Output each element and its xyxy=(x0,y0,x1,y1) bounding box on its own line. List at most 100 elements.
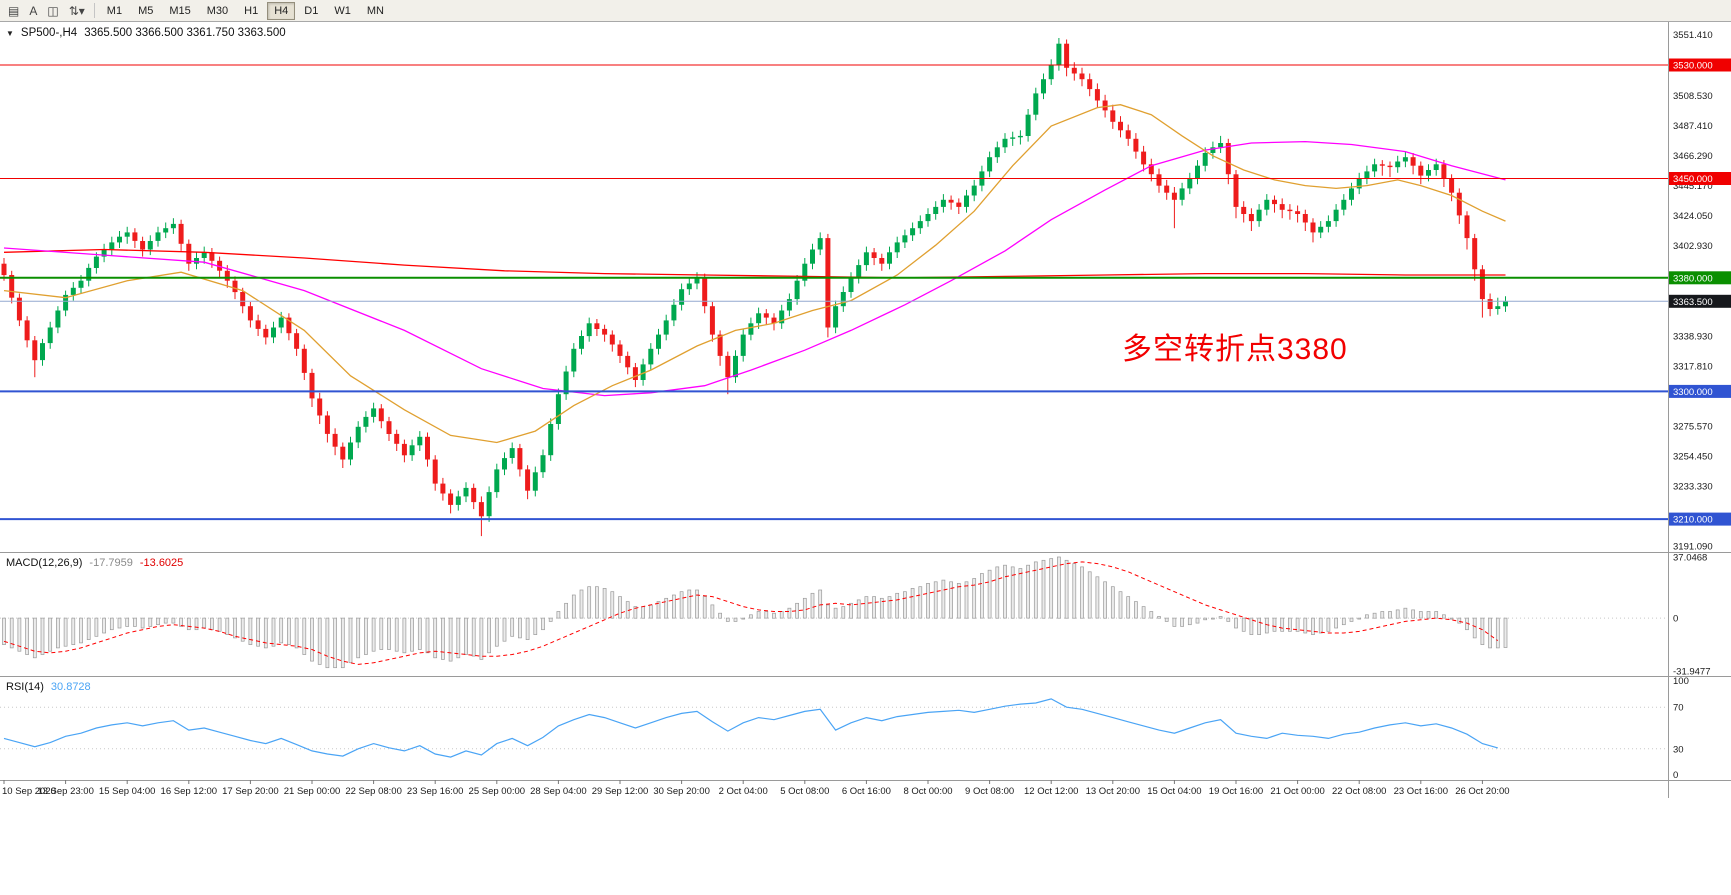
price-axis-label: 3233.330 xyxy=(1673,481,1713,492)
macd-axis-label: -31.9477 xyxy=(1673,666,1711,676)
timeframe-button-m30[interactable]: M30 xyxy=(200,2,235,20)
time-axis-label: 22 Oct 08:00 xyxy=(1332,786,1386,797)
candle-body xyxy=(856,265,862,278)
time-axis-label: 23 Sep 16:00 xyxy=(407,786,464,797)
candle-body xyxy=(887,252,892,264)
macd-bar xyxy=(1288,617,1292,632)
timeframe-button-mn[interactable]: MN xyxy=(360,2,391,20)
candle-body xyxy=(355,426,361,443)
price-axis-label: 3424.050 xyxy=(1673,211,1713,222)
candle-body xyxy=(748,323,754,335)
time-axis-label: 26 Oct 20:00 xyxy=(1455,786,1509,797)
macd-bar xyxy=(1172,617,1177,627)
timeframe-button-w1[interactable]: W1 xyxy=(327,2,358,20)
ohlc-values: 3365.500 3366.500 3361.750 3363.500 xyxy=(84,27,286,39)
macd-bar xyxy=(1211,617,1215,620)
candle-body xyxy=(1141,151,1147,165)
candle-body xyxy=(956,202,962,207)
candle-body xyxy=(540,455,546,473)
candle-body xyxy=(948,199,954,203)
candle-body xyxy=(463,487,469,497)
macd-bar xyxy=(1326,617,1331,632)
macd-bar xyxy=(433,617,438,659)
macd-bar xyxy=(826,604,830,619)
candle-body xyxy=(879,258,885,264)
macd-bar xyxy=(879,597,884,619)
candle-body xyxy=(1456,192,1462,216)
timeframe-button-m15[interactable]: M15 xyxy=(162,2,197,20)
price-chart-canvas[interactable]: 3551.410 3508.530 3487.410 3466.290 3445.170… xyxy=(0,22,1731,552)
candle-body xyxy=(1341,199,1347,210)
time-axis-panel[interactable]: 10 Sep 2020 13 Sep 23:00 15 Sep 04:00 16 Se… xyxy=(0,780,1731,895)
macd-bar xyxy=(217,617,222,632)
macd-bar xyxy=(479,617,484,660)
macd-bar xyxy=(1180,617,1184,627)
candle-body xyxy=(1441,164,1447,179)
macd-bar xyxy=(1057,556,1061,619)
candles-layer[interactable] xyxy=(1,38,1509,537)
candle-body xyxy=(317,398,323,416)
macd-bar xyxy=(494,617,499,647)
time-axis-label: 30 Sep 20:00 xyxy=(653,786,710,797)
macd-bar xyxy=(379,617,384,650)
macd-bar xyxy=(179,617,183,627)
candle-body xyxy=(1064,43,1070,68)
letter-a-icon[interactable]: A xyxy=(29,3,38,18)
swap-dropdown-icon[interactable]: ⇅▾ xyxy=(68,3,85,18)
time-axis-label: 2 Oct 04:00 xyxy=(719,786,768,797)
timeframe-button-m1[interactable]: M1 xyxy=(100,2,129,20)
time-axis-label: 17 Sep 20:00 xyxy=(222,786,279,797)
macd-bar xyxy=(964,581,969,619)
candle-body xyxy=(825,238,831,328)
price-axis-label: 3487.410 xyxy=(1673,121,1713,132)
candle-body xyxy=(1148,164,1154,175)
candle-body xyxy=(1202,153,1208,166)
candle-body xyxy=(1033,93,1039,115)
macd-bar xyxy=(79,617,83,644)
macd-bar xyxy=(1449,617,1454,620)
candle-body xyxy=(1395,161,1401,168)
rsi-value: 30.8728 xyxy=(50,681,91,693)
macd-bar xyxy=(779,611,784,619)
candle-body xyxy=(294,333,300,349)
candle-body xyxy=(1464,215,1470,239)
macd-bar xyxy=(941,579,946,619)
price-badge-label: 3210.000 xyxy=(1673,515,1713,526)
candle-body xyxy=(109,242,115,250)
timeframe-button-d1[interactable]: D1 xyxy=(297,2,325,20)
rsi-title: RSI(14) xyxy=(6,681,44,693)
macd-bar xyxy=(933,581,938,619)
macd-histogram[interactable] xyxy=(2,556,1508,669)
macd-bar xyxy=(1018,568,1023,619)
price-chart-panel[interactable]: 3551.410 3508.530 3487.410 3466.290 3445.170… xyxy=(0,22,1731,552)
candle-body xyxy=(933,206,939,214)
macd-bar xyxy=(1141,606,1146,619)
timeframe-button-m5[interactable]: M5 xyxy=(131,2,160,20)
macd-canvas[interactable]: 37.0468 0 -31.9477 xyxy=(0,552,1731,676)
timeframe-button-h4[interactable]: H4 xyxy=(267,1,296,20)
rsi-canvas[interactable]: 100 70 30 0 xyxy=(0,676,1731,780)
macd-bar xyxy=(995,566,1000,619)
macd-bar xyxy=(1311,617,1315,635)
macd-bar xyxy=(86,617,91,640)
macd-bar xyxy=(864,596,869,619)
candle-body xyxy=(987,157,993,172)
timeframe-button-h1[interactable]: H1 xyxy=(237,2,265,20)
macd-bar xyxy=(633,606,638,619)
candle-body xyxy=(1302,214,1308,223)
chart-collapse-icon[interactable]: ▼ xyxy=(6,28,14,38)
macd-bar xyxy=(749,614,753,619)
candle-body xyxy=(1364,171,1370,179)
candle-body xyxy=(440,483,446,494)
macd-panel[interactable]: 37.0468 0 -31.9477 xyxy=(0,552,1731,676)
macd-bar xyxy=(741,617,746,620)
candle-body xyxy=(1241,206,1247,214)
macd-bar xyxy=(725,617,730,622)
candle-body xyxy=(93,256,99,268)
macd-signal-value: -13.6025 xyxy=(139,557,184,569)
rsi-panel[interactable]: 100 70 30 0 xyxy=(0,676,1731,780)
candle-body xyxy=(471,487,477,503)
grid-icon[interactable]: ▤ xyxy=(8,3,20,18)
window-icon[interactable]: ◫ xyxy=(47,3,59,18)
